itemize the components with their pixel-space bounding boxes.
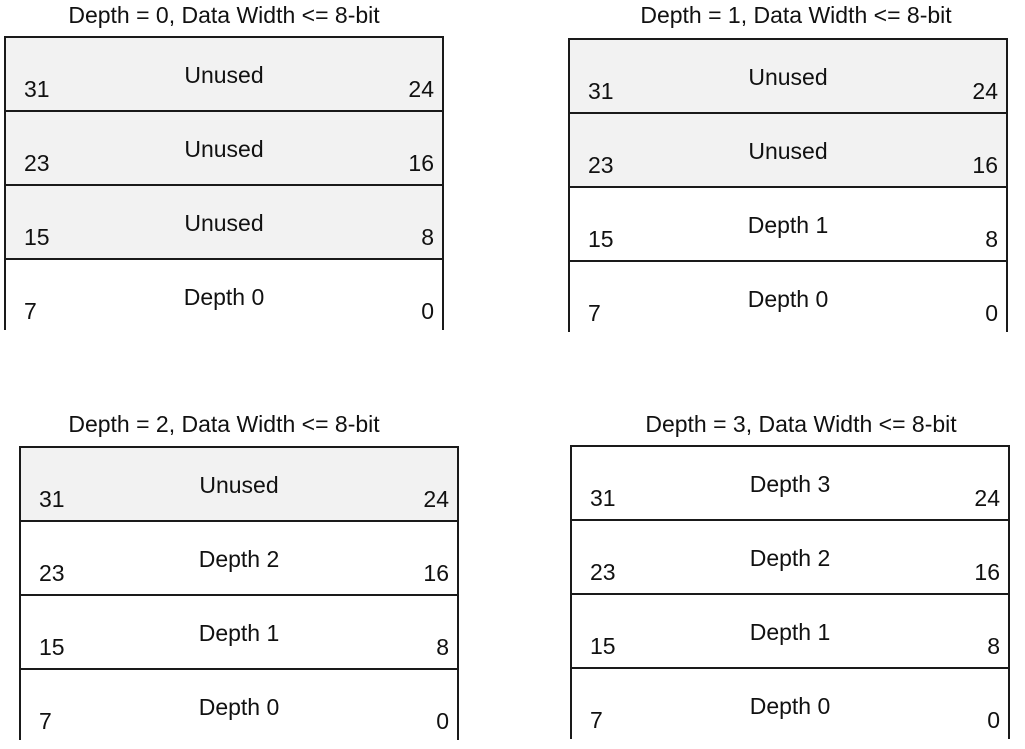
byte-label: Depth 2 — [198, 546, 280, 572]
byte-label: Unused — [748, 64, 828, 90]
lsb-bit-index: 24 — [423, 486, 449, 512]
lsb-bit-index: 8 — [436, 634, 449, 660]
byte-label: Unused — [184, 210, 264, 236]
msb-bit-index: 15 — [588, 226, 614, 252]
panel-title: Depth = 1, Data Width <= 8-bit — [640, 2, 952, 28]
byte-label: Depth 0 — [747, 286, 829, 312]
msb-bit-index: 31 — [39, 486, 65, 512]
byte-label: Depth 1 — [749, 619, 831, 645]
byte-row-0: Depth 0 7 0 — [570, 260, 1006, 334]
lsb-bit-index: 16 — [972, 152, 998, 178]
byte-row-0: Depth 0 7 0 — [21, 668, 457, 742]
lsb-bit-index: 8 — [985, 226, 998, 252]
byte-row-0: Depth 0 7 0 — [572, 667, 1008, 741]
byte-row-2: Unused 23 16 — [6, 110, 442, 184]
lsb-bit-index: 0 — [987, 707, 1000, 733]
byte-row-3: Unused 31 24 — [21, 448, 457, 520]
byte-row-2: Unused 23 16 — [570, 112, 1006, 186]
lsb-bit-index: 24 — [408, 76, 434, 102]
lsb-bit-index: 16 — [408, 150, 434, 176]
byte-label: Depth 3 — [749, 471, 831, 497]
lsb-bit-index: 8 — [421, 224, 434, 250]
msb-bit-index: 15 — [24, 224, 50, 250]
byte-label: Depth 2 — [749, 545, 831, 571]
byte-label: Unused — [748, 138, 828, 164]
msb-bit-index: 23 — [590, 559, 616, 585]
byte-label: Depth 1 — [198, 620, 280, 646]
register-word: Unused 31 24 Unused 23 16 Unused 15 8 De… — [4, 36, 444, 332]
byte-row-3: Depth 3 31 24 — [572, 447, 1008, 519]
lsb-bit-index: 16 — [974, 559, 1000, 585]
msb-bit-index: 23 — [588, 152, 614, 178]
byte-label: Unused — [199, 472, 279, 498]
msb-bit-index: 23 — [24, 150, 50, 176]
msb-bit-index: 7 — [24, 298, 37, 324]
panel-title: Depth = 2, Data Width <= 8-bit — [68, 411, 380, 437]
byte-label: Depth 1 — [747, 212, 829, 238]
msb-bit-index: 7 — [39, 708, 52, 734]
msb-bit-index: 7 — [590, 707, 603, 733]
lsb-bit-index: 16 — [423, 560, 449, 586]
byte-row-1: Unused 15 8 — [6, 184, 442, 258]
panel-title: Depth = 3, Data Width <= 8-bit — [645, 411, 957, 437]
register-word: Depth 3 31 24 Depth 2 23 16 Depth 1 15 8… — [570, 445, 1010, 741]
lsb-bit-index: 0 — [985, 300, 998, 326]
byte-row-0: Depth 0 7 0 — [6, 258, 442, 332]
lsb-bit-index: 24 — [972, 78, 998, 104]
byte-label: Depth 0 — [183, 284, 265, 310]
msb-bit-index: 15 — [39, 634, 65, 660]
lsb-bit-index: 24 — [974, 485, 1000, 511]
byte-label: Unused — [184, 136, 264, 162]
lsb-bit-index: 0 — [421, 298, 434, 324]
byte-row-2: Depth 2 23 16 — [21, 520, 457, 594]
register-word: Unused 31 24 Unused 23 16 Depth 1 15 8 D… — [568, 38, 1008, 334]
byte-row-2: Depth 2 23 16 — [572, 519, 1008, 593]
lsb-bit-index: 8 — [987, 633, 1000, 659]
panel-title: Depth = 0, Data Width <= 8-bit — [68, 2, 380, 28]
byte-row-3: Unused 31 24 — [570, 40, 1006, 112]
byte-label: Unused — [184, 62, 264, 88]
msb-bit-index: 31 — [588, 78, 614, 104]
msb-bit-index: 31 — [24, 76, 50, 102]
byte-label: Depth 0 — [198, 694, 280, 720]
register-word: Unused 31 24 Depth 2 23 16 Depth 1 15 8 … — [19, 446, 459, 742]
byte-row-1: Depth 1 15 8 — [21, 594, 457, 668]
msb-bit-index: 23 — [39, 560, 65, 586]
msb-bit-index: 7 — [588, 300, 601, 326]
byte-row-1: Depth 1 15 8 — [570, 186, 1006, 260]
msb-bit-index: 31 — [590, 485, 616, 511]
msb-bit-index: 15 — [590, 633, 616, 659]
byte-row-3: Unused 31 24 — [6, 38, 442, 110]
lsb-bit-index: 0 — [436, 708, 449, 734]
byte-row-1: Depth 1 15 8 — [572, 593, 1008, 667]
byte-label: Depth 0 — [749, 693, 831, 719]
